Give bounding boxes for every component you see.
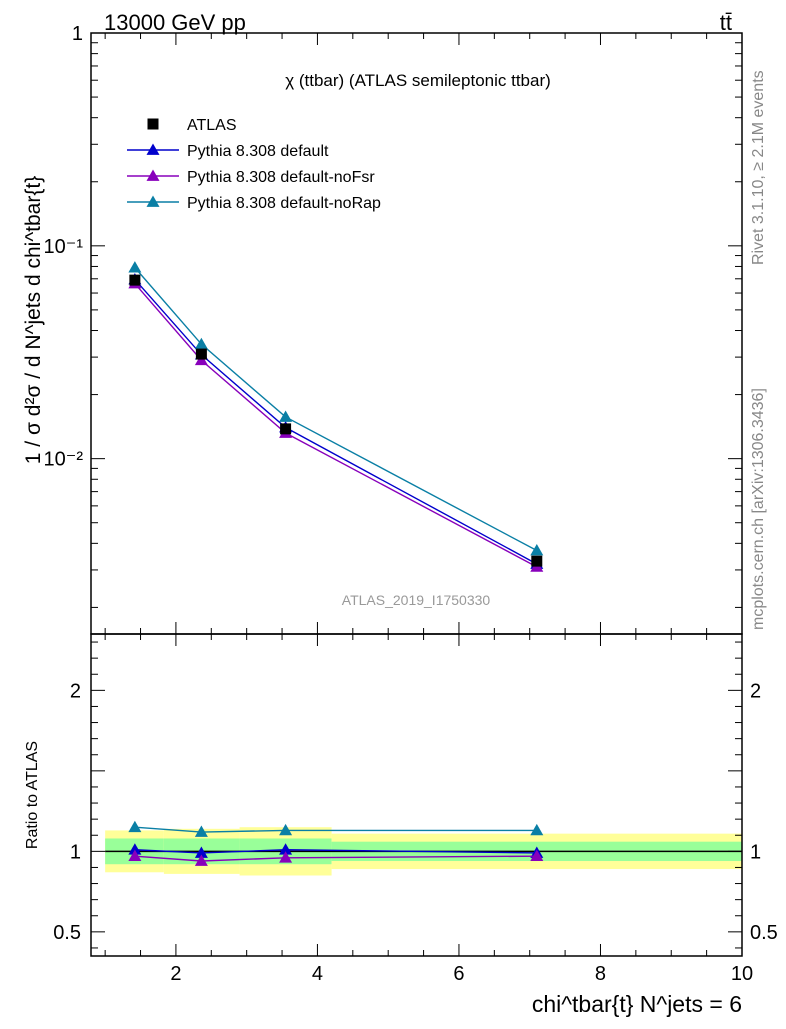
point-pythia-8-308-default-norap bbox=[128, 261, 142, 273]
ratio-point-pythia-8-308-default-norap bbox=[128, 820, 142, 833]
ratio-point-pythia-8-308-default-norap bbox=[530, 823, 544, 836]
point-atlas bbox=[280, 423, 292, 435]
main-y-axis-label: 1 / σ d²σ / d N^jets d chi^tbar{t} bbox=[22, 176, 45, 464]
main-panel bbox=[128, 261, 544, 572]
point-atlas bbox=[195, 348, 207, 360]
ratio-panel bbox=[105, 820, 742, 876]
legend: ATLAS Pythia 8.308 default Pythia 8.308 de… bbox=[127, 117, 381, 212]
ratio-y-tick-label: 1 bbox=[70, 841, 81, 863]
legend-marker-pythia-8-308-default-nofsr bbox=[146, 169, 160, 181]
ratio-y-tick-label-right: 1 bbox=[750, 841, 761, 863]
legend-marker-atlas bbox=[147, 118, 159, 130]
legend-marker-pythia-8-308-default-norap bbox=[146, 195, 160, 207]
ratio-point-pythia-8-308-default-nofsr bbox=[530, 849, 544, 862]
point-atlas bbox=[531, 555, 543, 567]
x-tick-label: 8 bbox=[595, 963, 606, 985]
ratio-y-tick-label: 2 bbox=[70, 680, 81, 702]
main-y-tick-label: 10⁻¹ bbox=[44, 236, 84, 258]
legend-label-pythia-8-308-default: Pythia 8.308 default bbox=[187, 143, 329, 160]
legend-label-pythia-8-308-default-norap: Pythia 8.308 default-noRap bbox=[187, 195, 381, 212]
plot-frames: 2 4 6 8 10 1 10⁻¹ 10⁻² 2 2 1 1 0.5 0.5 bbox=[44, 23, 778, 985]
ratio-point-pythia-8-308-default-nofsr bbox=[128, 849, 142, 862]
point-pythia-8-308-default-norap bbox=[194, 337, 208, 350]
x-tick-label: 2 bbox=[170, 963, 181, 985]
ratio-y-tick-label-right: 0.5 bbox=[750, 922, 778, 944]
process-label: tt̄ bbox=[720, 10, 732, 35]
x-tick-label: 6 bbox=[453, 963, 464, 985]
plot-title: χ (ttbar) (ATLAS semileptonic ttbar) bbox=[285, 71, 551, 90]
ratio-point-pythia-8-308-default-nofsr bbox=[194, 854, 208, 866]
ratio-line-pythia-8-308-default-norap bbox=[134, 826, 537, 833]
legend-label-pythia-8-308-default-nofsr: Pythia 8.308 default-noFsr bbox=[187, 169, 375, 186]
ratio-point-pythia-8-308-default bbox=[194, 846, 208, 858]
analysis-watermark: ATLAS_2019_I1750330 bbox=[342, 592, 491, 608]
legend-marker-pythia-8-308-default bbox=[146, 143, 160, 155]
ratio-point-pythia-8-308-default-norap bbox=[279, 823, 293, 836]
ratio-point-pythia-8-308-default bbox=[279, 843, 293, 855]
ratio-y-axis-label: Ratio to ATLAS bbox=[24, 741, 41, 849]
legend-label-atlas: ATLAS bbox=[187, 117, 237, 134]
ratio-point-pythia-8-308-default-nofsr bbox=[279, 851, 293, 863]
ratio-point-pythia-8-308-default-norap bbox=[194, 825, 208, 837]
mcplots-label: mcplots.cern.ch [arXiv:1306.3436] bbox=[750, 388, 767, 630]
series-line-pythia-8-308-default-nofsr bbox=[134, 283, 538, 568]
main-y-tick-label: 10⁻² bbox=[44, 449, 84, 471]
ratio-y-tick-label-right: 2 bbox=[750, 680, 761, 702]
ratio-line-pythia-8-308-default bbox=[134, 849, 537, 854]
x-axis-label: chi^tbar{t} N^jets = 6 bbox=[532, 991, 742, 1017]
x-tick-label: 4 bbox=[312, 963, 323, 985]
ratio-line-pythia-8-308-default-nofsr bbox=[134, 855, 537, 862]
x-tick-label: 10 bbox=[731, 963, 753, 985]
rivet-label: Rivet 3.1.10, ≥ 2.1M events bbox=[750, 70, 767, 265]
ratio-y-tick-label: 0.5 bbox=[53, 922, 81, 944]
ratio-point-pythia-8-308-default bbox=[128, 843, 142, 855]
main-y-tick-label: 1 bbox=[72, 23, 83, 45]
ratio-plot-frame bbox=[90, 633, 743, 957]
series-line-pythia-8-308-default-norap bbox=[134, 267, 538, 552]
energy-label: 13000 GeV pp bbox=[104, 10, 246, 35]
point-atlas bbox=[129, 274, 141, 286]
point-pythia-8-308-default-norap bbox=[530, 544, 544, 556]
point-pythia-8-308-default-norap bbox=[279, 410, 293, 422]
series-line-pythia-8-308-default bbox=[134, 278, 538, 565]
